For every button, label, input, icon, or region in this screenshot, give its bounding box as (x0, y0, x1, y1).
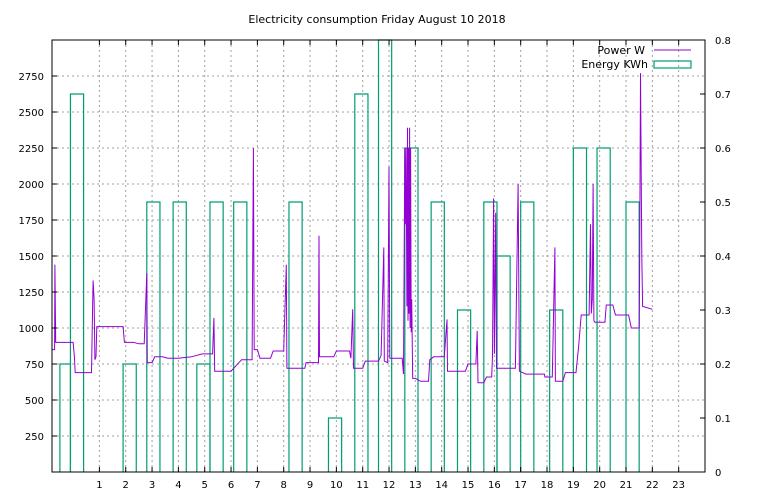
chart-title: Electricity consumption Friday August 10… (248, 13, 505, 26)
y-right-tick-label: 0.2 (715, 360, 731, 371)
x-tick-label: 17 (514, 480, 527, 491)
energy-bar (146, 201, 161, 472)
y-left-tick-label: 2500 (19, 108, 44, 119)
y-right-tick-label: 0.1 (715, 414, 731, 425)
y-left-tick-label: 1250 (19, 288, 44, 299)
energy-bar (354, 93, 369, 472)
x-tick-label: 22 (646, 480, 659, 491)
energy-bar (288, 201, 303, 472)
legend-label-energy: Energy KWh (581, 58, 648, 71)
power-series (52, 73, 653, 384)
energy-bar (196, 363, 211, 472)
energy-bar (327, 417, 343, 472)
x-tick-label: 3 (149, 480, 155, 491)
energy-bar (209, 201, 224, 472)
energy-bar (572, 147, 588, 472)
y-right-tick-label: 0.7 (715, 90, 731, 101)
energy-bar (456, 309, 472, 472)
energy-bar (625, 201, 640, 472)
x-tick-label: 18 (541, 480, 554, 491)
y-right-tick-label: 0.6 (715, 144, 731, 155)
x-tick-label: 5 (202, 480, 208, 491)
energy-bar (549, 309, 564, 472)
x-tick-label: 11 (356, 480, 369, 491)
x-tick-label: 23 (672, 480, 685, 491)
energy-bar (596, 147, 611, 472)
energy-series (59, 39, 640, 472)
x-tick-label: 2 (123, 480, 129, 491)
x-tick-label: 9 (307, 480, 313, 491)
y-left-tick-label: 2250 (19, 144, 44, 155)
y-left-tick-label: 1500 (19, 252, 44, 263)
x-tick-label: 12 (383, 480, 396, 491)
x-tick-label: 21 (620, 480, 633, 491)
energy-bar (122, 363, 137, 472)
energy-bar (496, 255, 511, 472)
x-tick-label: 8 (281, 480, 287, 491)
energy-bar (233, 201, 248, 472)
y-right-tick-label: 0.8 (715, 36, 731, 47)
energy-bar (59, 363, 72, 472)
energy-bar (69, 93, 85, 472)
energy-bar (520, 201, 535, 472)
legend-label-power: Power W (597, 44, 645, 57)
x-tick-label: 20 (593, 480, 606, 491)
y-left-tick-label: 500 (25, 396, 44, 407)
x-tick-label: 19 (567, 480, 580, 491)
energy-bar (430, 201, 445, 472)
y-left-tick-label: 2750 (19, 72, 44, 83)
y-left-tick-label: 1750 (19, 216, 44, 227)
y-left-tick-label: 250 (25, 432, 44, 443)
x-tick-label: 15 (462, 480, 475, 491)
y-left-tick-label: 1000 (19, 324, 44, 335)
y-left-tick-label: 750 (25, 360, 44, 371)
power-line (52, 73, 653, 384)
energy-bar (404, 147, 419, 472)
y-right-tick-label: 0.4 (715, 252, 731, 263)
x-tick-label: 1 (96, 480, 102, 491)
x-tick-label: 7 (254, 480, 260, 491)
x-tick-label: 4 (175, 480, 181, 491)
x-tick-label: 6 (228, 480, 234, 491)
y-left-tick-label: 2000 (19, 180, 44, 191)
y-right-tick-label: 0.3 (715, 306, 731, 317)
axis-ticks: 1 2 3 4 5 6 7 8 9 10 11 12 13 14 15 16 17 18 19 20 21 22 23250… (19, 36, 731, 491)
x-tick-label: 10 (330, 480, 343, 491)
y-right-tick-label: 0 (715, 468, 721, 479)
x-tick-label: 16 (488, 480, 501, 491)
energy-bar (172, 201, 187, 472)
x-tick-label: 14 (435, 480, 448, 491)
y-right-tick-label: 0.5 (715, 198, 731, 209)
x-tick-label: 13 (409, 480, 422, 491)
legend-swatch-energy (653, 60, 692, 69)
